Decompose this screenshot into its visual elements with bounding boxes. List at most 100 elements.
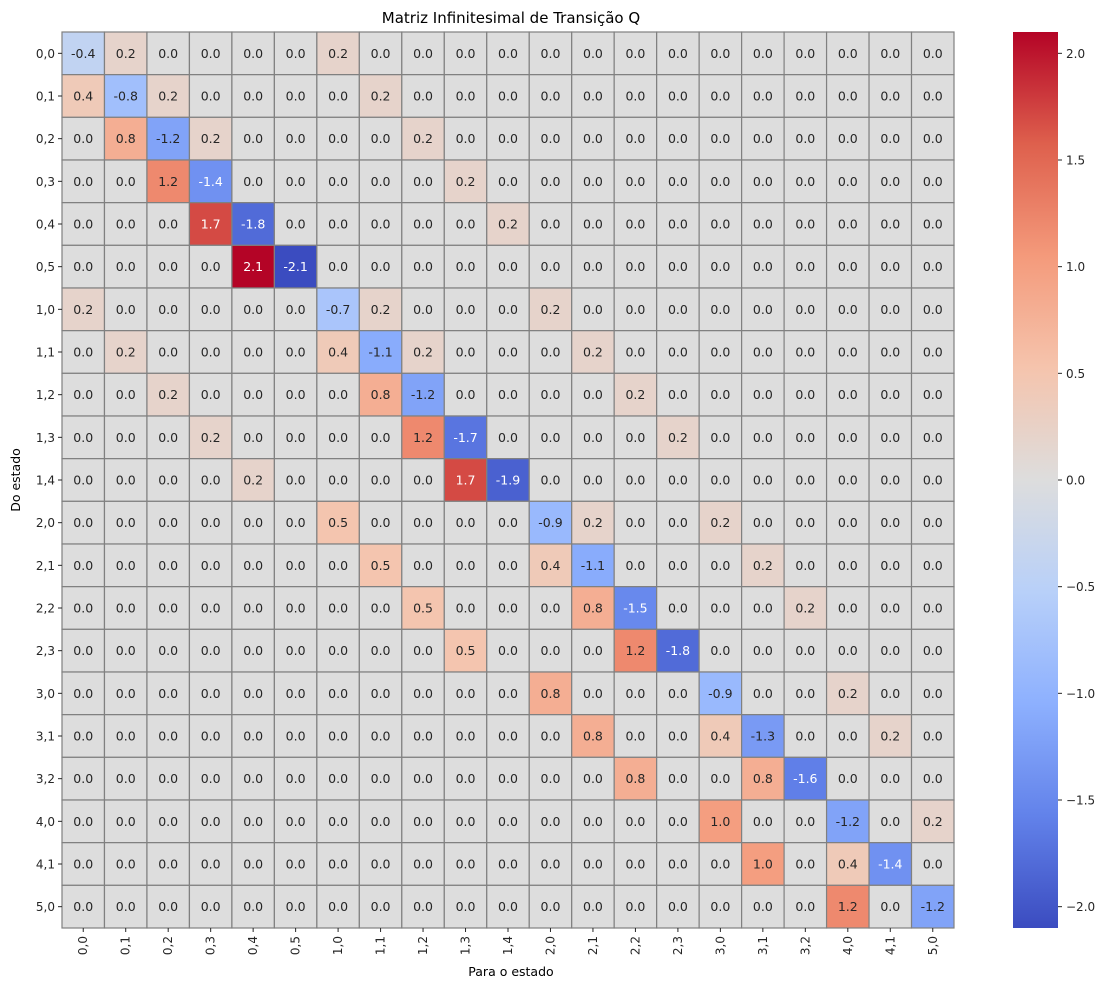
cell-value-label: 1.0 (753, 857, 773, 872)
heatmap-cell (656, 500, 700, 545)
heatmap-cell (443, 244, 488, 289)
cell-value-label: 0.0 (838, 601, 858, 616)
cell-value-label: 0.0 (456, 46, 476, 61)
heatmap-cell (486, 372, 530, 417)
heatmap-cell (401, 330, 445, 374)
heatmap-cell (146, 116, 191, 161)
colorbar-ticks: −2.0 −1.5 −1.0 −0.5 0.0 0.5 1.0 1.5 2.0 (1058, 47, 1095, 914)
cell-value-label: 0.0 (668, 302, 688, 317)
cell-value-label: 0.0 (201, 558, 221, 573)
cell-value-label: 0.0 (413, 473, 433, 488)
cell-value-label: 0.0 (158, 302, 178, 317)
cell-value-label: -1.2 (411, 387, 435, 402)
cell-value-label: 0.0 (880, 89, 900, 104)
cell-value-label: 0.2 (668, 430, 688, 445)
cell-value-label: 0.2 (413, 131, 433, 146)
cell-value-label: 0.0 (795, 174, 815, 189)
cell-value-label: 0.0 (923, 345, 943, 360)
cell-value-label: 0.0 (625, 899, 645, 914)
cell-value-label: 0.0 (668, 857, 688, 872)
cell-value-label: 0.0 (243, 814, 263, 829)
cell-value-label: 0.2 (413, 345, 433, 360)
cell-value-label: 0.0 (923, 259, 943, 274)
cell-value-label: 0.0 (413, 302, 433, 317)
cell-value-label: 0.0 (583, 259, 603, 274)
heatmap-cell (910, 714, 955, 758)
cell-value-label: 0.0 (73, 473, 93, 488)
heatmap-cell (443, 330, 488, 374)
heatmap-cell (656, 74, 700, 118)
cell-value-label: 0.0 (838, 729, 858, 744)
cell-value-label: 0.0 (371, 771, 391, 786)
cell-value-label: 0.0 (116, 259, 136, 274)
cell-value-label: 0.0 (795, 558, 815, 573)
heatmap-cell (358, 330, 403, 374)
cell-value-label: 1.2 (838, 899, 858, 914)
cell-value-label: 0.0 (116, 558, 136, 573)
cell-value-label: 0.0 (243, 46, 263, 61)
cell-value-label: 0.0 (710, 430, 730, 445)
cell-value-label: 0.0 (328, 473, 348, 488)
heatmap-cell (571, 714, 615, 758)
heatmap-cell (443, 74, 488, 118)
cell-value-label: 0.0 (243, 515, 263, 530)
cell-value-label: 0.0 (456, 302, 476, 317)
cell-value-label: 0.8 (625, 771, 645, 786)
heatmap-cell (486, 159, 530, 204)
cell-value-label: 0.0 (625, 473, 645, 488)
x-tick-label: 0,5 (289, 936, 303, 955)
cell-value-label: 0.0 (541, 46, 561, 61)
cell-value-label: 0.2 (158, 387, 178, 402)
heatmap-cell (613, 884, 658, 929)
heatmap-cell (825, 799, 870, 844)
heatmap-cell (528, 756, 573, 801)
heatmap-cell (656, 244, 700, 289)
cell-value-label: 0.0 (286, 302, 306, 317)
cell-value-label: 0.0 (880, 814, 900, 829)
cell-value-label: 0.0 (73, 899, 93, 914)
heatmap-cell (783, 415, 828, 460)
cell-value-label: 0.0 (753, 430, 773, 445)
heatmap-cell (188, 330, 233, 374)
cell-value-label: 0.0 (838, 217, 858, 232)
cell-value-label: 0.0 (880, 430, 900, 445)
cell-value-label: 0.0 (795, 89, 815, 104)
cell-value-label: 0.0 (201, 302, 221, 317)
cell-value-label: 0.2 (73, 302, 93, 317)
heatmap-cell (486, 543, 530, 588)
heatmap-cell (571, 116, 615, 161)
x-tick-label: 1,4 (501, 936, 515, 955)
cell-value-label: -0.4 (71, 46, 95, 61)
cell-value-label: 1.7 (456, 473, 476, 488)
cell-value-label: 0.0 (541, 473, 561, 488)
y-tick-label: 0,3 (36, 175, 55, 189)
heatmap-cell (358, 884, 403, 929)
cell-value-label: 0.0 (625, 814, 645, 829)
heatmap-cell (486, 586, 530, 630)
cell-value-label: 0.0 (498, 430, 518, 445)
cell-value-label: 0.4 (328, 345, 348, 360)
cell-value-label: 0.0 (116, 601, 136, 616)
cell-value-label: 0.0 (498, 686, 518, 701)
cell-value-label: -1.9 (496, 473, 520, 488)
x-tick-label: 2,1 (586, 936, 600, 955)
heatmap-cell (231, 159, 275, 204)
cell-value-label: 0.0 (880, 686, 900, 701)
heatmap-cell (741, 842, 785, 886)
cell-value-label: 0.0 (838, 174, 858, 189)
cell-value-label: 0.0 (923, 131, 943, 146)
cell-value-label: 0.0 (625, 131, 645, 146)
cell-value-label: 0.0 (710, 302, 730, 317)
heatmap-cell (698, 714, 743, 758)
cell-value-label: 0.0 (838, 302, 858, 317)
heatmap-cell (528, 842, 573, 886)
heatmap-cell (783, 202, 828, 246)
cell-value-label: 0.0 (456, 387, 476, 402)
cell-value-label: 0.2 (498, 217, 518, 232)
heatmap-cell (571, 884, 615, 929)
heatmap-cell (486, 756, 530, 801)
cell-value-label: 0.0 (668, 515, 688, 530)
cell-value-label: 0.0 (371, 515, 391, 530)
cell-value-label: 0.0 (413, 729, 433, 744)
heatmap-cell (273, 628, 318, 673)
